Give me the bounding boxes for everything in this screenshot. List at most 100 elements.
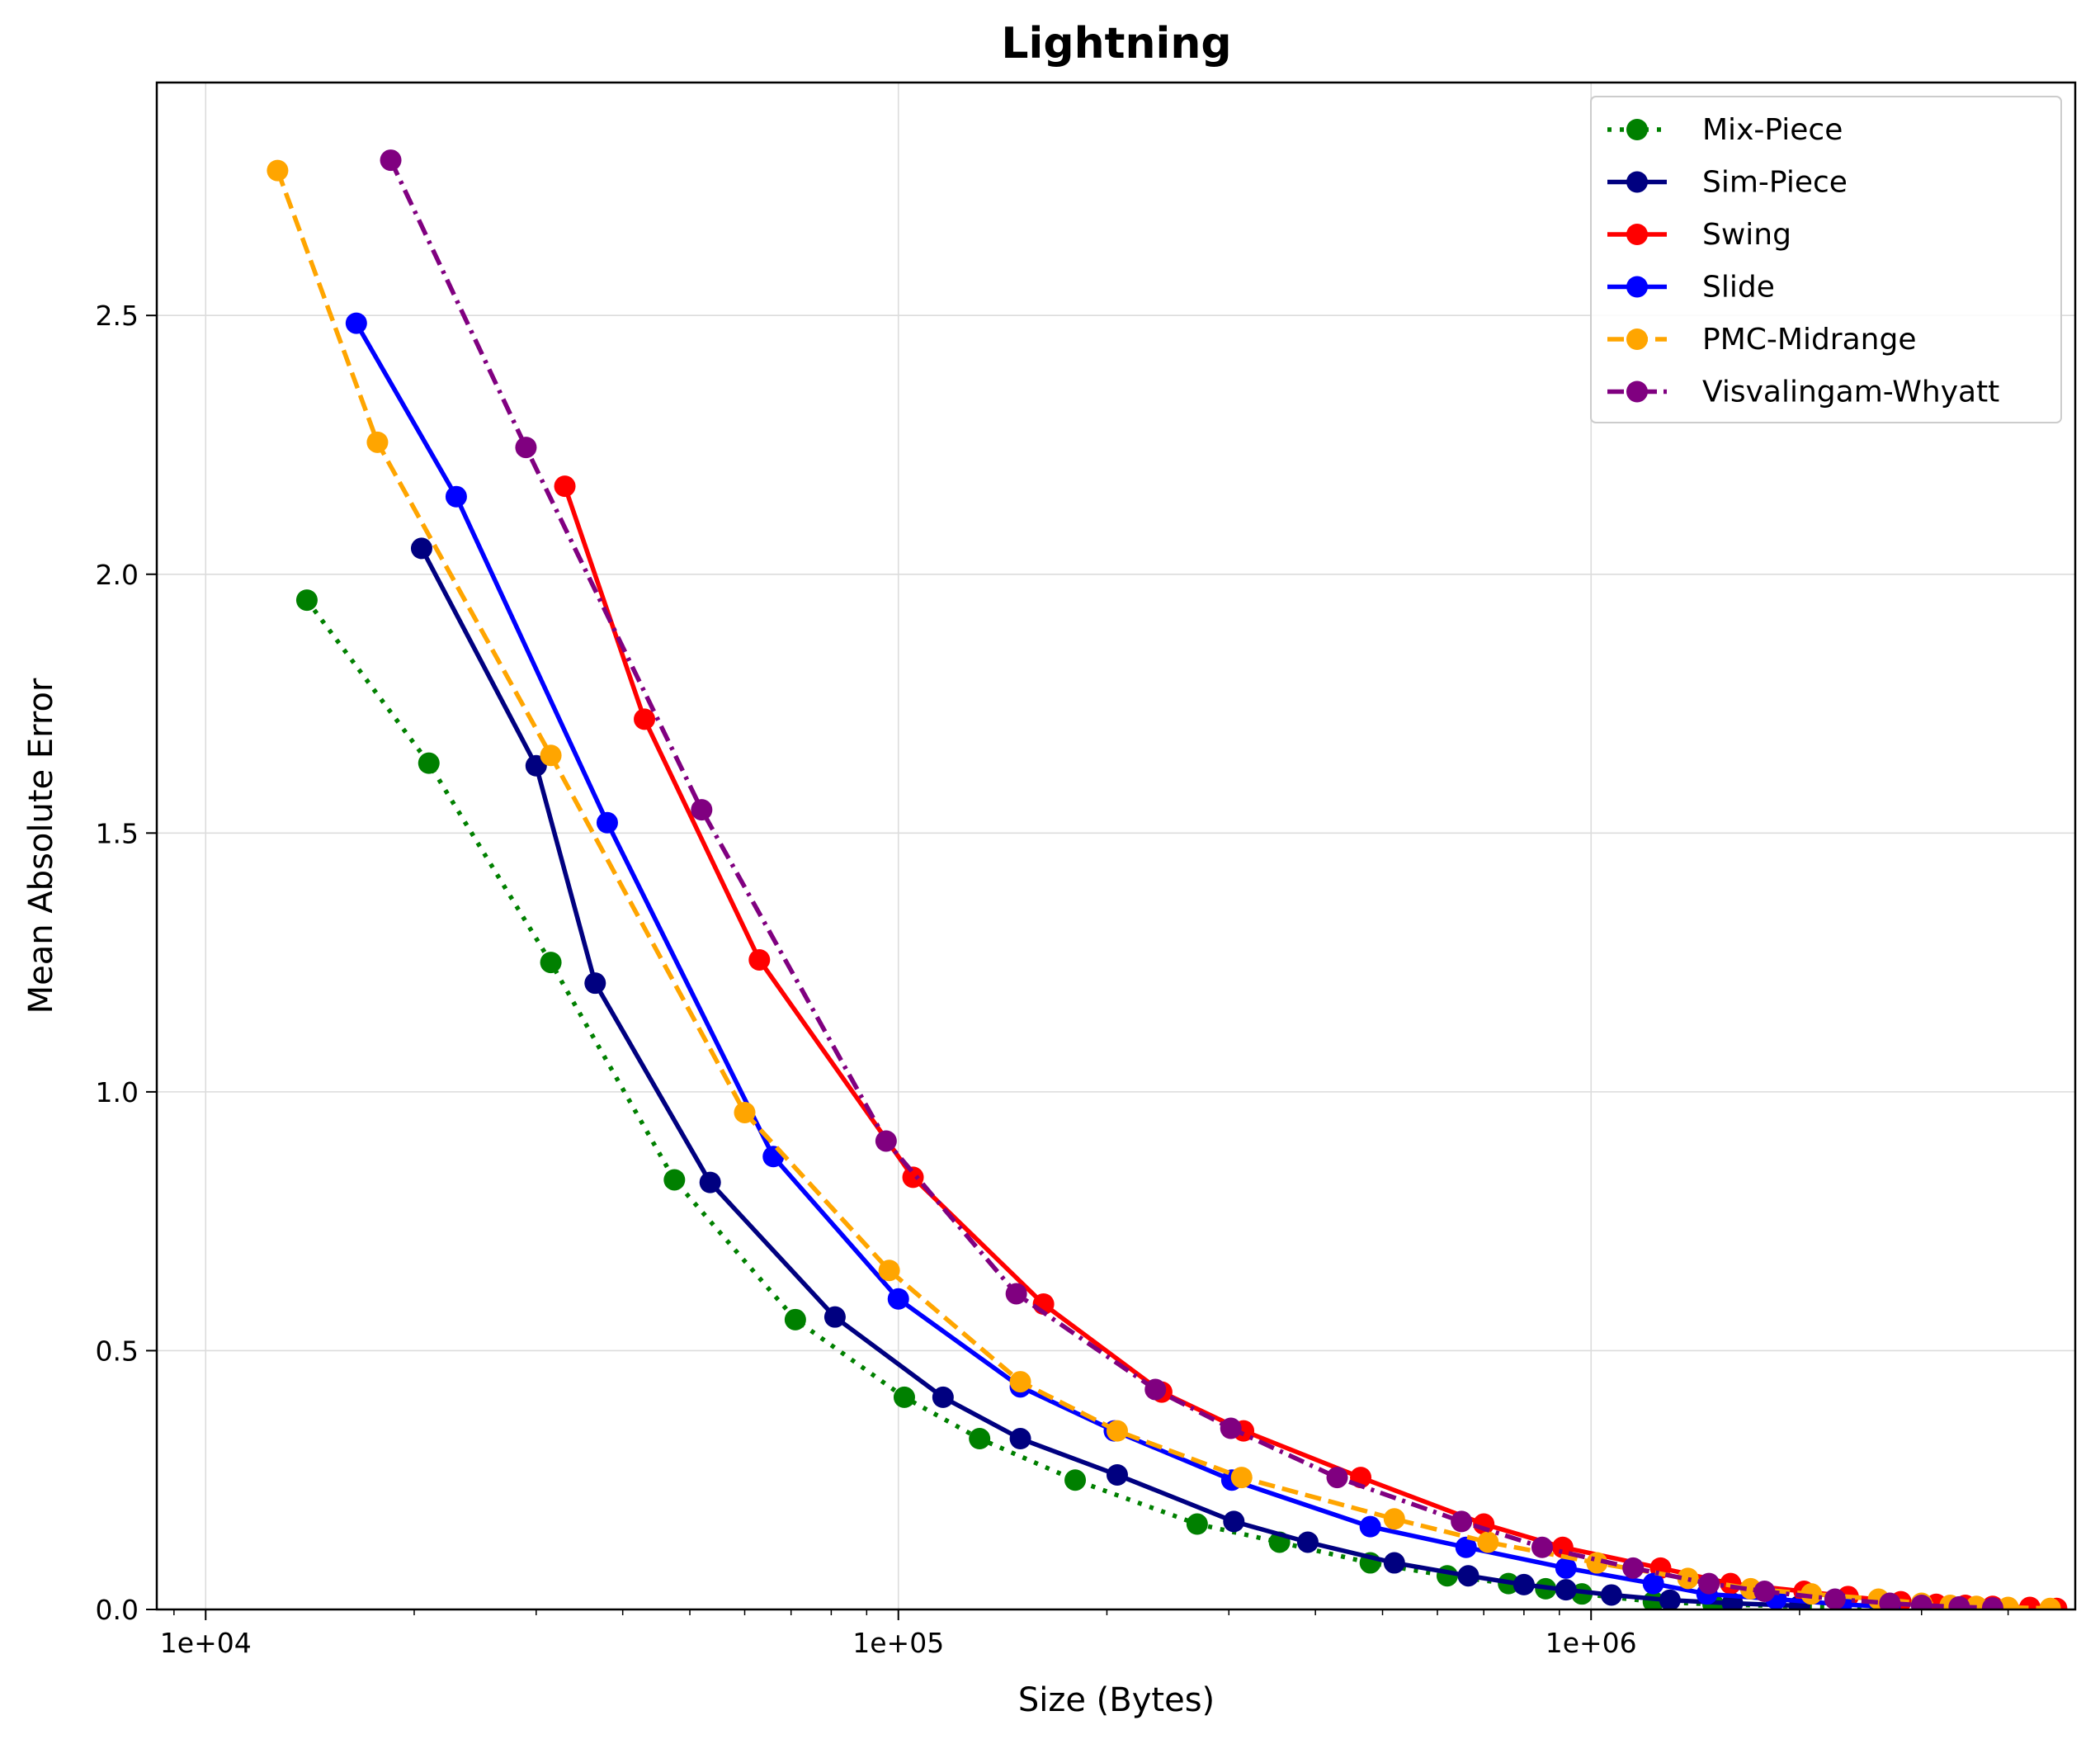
data-point <box>1622 1557 1645 1579</box>
legend-marker <box>1626 380 1648 403</box>
data-point <box>823 1306 846 1328</box>
data-point <box>1457 1565 1479 1587</box>
data-point <box>1551 1536 1574 1558</box>
plot-series <box>267 149 2068 1609</box>
plot-frame <box>155 81 2077 1611</box>
data-point <box>1383 1508 1405 1530</box>
data-point <box>1981 1597 2003 1609</box>
data-point <box>878 1260 900 1282</box>
data-point <box>691 799 713 821</box>
data-point <box>1555 1557 1577 1579</box>
data-point <box>1555 1579 1577 1601</box>
legend-item: Swing <box>1607 218 1791 252</box>
y-tick-label: 0.0 <box>96 1594 139 1626</box>
legend-box <box>1590 96 2062 423</box>
legend-marker <box>1626 224 1648 245</box>
x-axis-label: Size (Bytes) <box>1018 1681 1215 1719</box>
y-tick-label: 2.0 <box>96 559 139 591</box>
legend-label: PMC-Midrange <box>1702 323 1917 357</box>
data-point <box>1677 1567 1699 1590</box>
data-point <box>1753 1581 1776 1603</box>
data-point <box>1800 1583 1823 1605</box>
data-point <box>418 752 440 774</box>
data-point <box>410 537 432 560</box>
data-point <box>267 159 289 182</box>
data-point <box>1009 1371 1031 1393</box>
data-point <box>748 948 771 971</box>
data-point <box>699 1171 721 1193</box>
legend-marker <box>1626 328 1648 350</box>
x-tick-label: 1e+05 <box>852 1627 944 1659</box>
data-point <box>932 1386 954 1408</box>
data-point <box>1359 1515 1381 1538</box>
data-point <box>1600 1584 1622 1606</box>
axis-ticks: 1e+04 1e+05 1e+06 0.0 0.5 1.0 1.5 2.0 2.5 <box>96 300 2009 1659</box>
legend-item: Sim-Piece <box>1607 166 1848 200</box>
legend: Mix-Piece Sim-Piece Swing Slide PMC-Midrange… <box>1590 96 2062 423</box>
data-point <box>596 811 618 834</box>
data-point <box>893 1386 915 1408</box>
legend-marker <box>1626 119 1648 140</box>
data-point <box>784 1308 806 1330</box>
data-point <box>1223 1510 1245 1533</box>
data-point <box>875 1130 897 1152</box>
data-point <box>1948 1595 1970 1609</box>
data-point <box>1698 1572 1720 1595</box>
data-point <box>1296 1531 1319 1553</box>
data-point <box>1477 1531 1499 1553</box>
chart-title: Lightning <box>1001 19 1231 69</box>
data-point <box>1436 1565 1458 1587</box>
data-point <box>1144 1378 1167 1401</box>
data-point <box>2039 1597 2061 1609</box>
data-point <box>1009 1428 1031 1450</box>
data-point <box>445 485 467 508</box>
data-point <box>1910 1594 1932 1609</box>
legend-label: Slide <box>1702 271 1775 305</box>
data-point <box>1326 1467 1348 1489</box>
data-point <box>515 437 537 459</box>
legend-marker <box>1626 276 1648 298</box>
data-point <box>1642 1572 1664 1595</box>
series-visvalingam-whyatt <box>380 149 2003 1609</box>
data-point <box>1659 1589 1681 1609</box>
data-point <box>366 431 389 453</box>
data-point <box>1186 1513 1208 1535</box>
data-point <box>540 952 562 974</box>
x-tick-label: 1e+06 <box>1546 1627 1637 1659</box>
data-point <box>1383 1552 1405 1574</box>
legend-label: Sim-Piece <box>1702 166 1848 200</box>
data-point <box>1824 1588 1846 1609</box>
data-point <box>1455 1536 1477 1558</box>
legend-item: PMC-Midrange <box>1607 323 1917 357</box>
data-point <box>969 1428 991 1450</box>
legend-label: Swing <box>1702 218 1791 252</box>
data-point <box>1005 1283 1027 1305</box>
data-point <box>295 589 318 612</box>
data-point <box>887 1288 909 1310</box>
legend-label: Mix-Piece <box>1702 113 1843 147</box>
y-tick-label: 1.5 <box>96 817 139 849</box>
data-point <box>540 744 562 767</box>
data-point <box>1220 1417 1242 1439</box>
data-point <box>902 1166 924 1189</box>
y-tick-label: 1.0 <box>96 1076 139 1108</box>
data-point <box>345 312 367 334</box>
data-point <box>584 972 606 995</box>
y-tick-label: 2.5 <box>96 300 139 332</box>
data-point <box>554 475 576 498</box>
legend-marker <box>1626 171 1648 193</box>
data-point <box>1879 1592 1901 1609</box>
series-sim-piece <box>410 537 1810 1609</box>
legend-item: Visvalingam-Whyatt <box>1607 376 1999 409</box>
legend-label: Visvalingam-Whyatt <box>1702 376 1999 409</box>
data-point <box>1512 1573 1535 1595</box>
data-point <box>734 1101 756 1123</box>
y-axis-label: Mean Absolute Error <box>22 678 60 1014</box>
data-point <box>1106 1463 1128 1486</box>
x-tick-label: 1e+04 <box>160 1627 252 1659</box>
data-point <box>1451 1510 1473 1533</box>
data-point <box>1531 1536 1553 1558</box>
data-point <box>1064 1469 1087 1491</box>
y-tick-label: 0.5 <box>96 1335 139 1367</box>
